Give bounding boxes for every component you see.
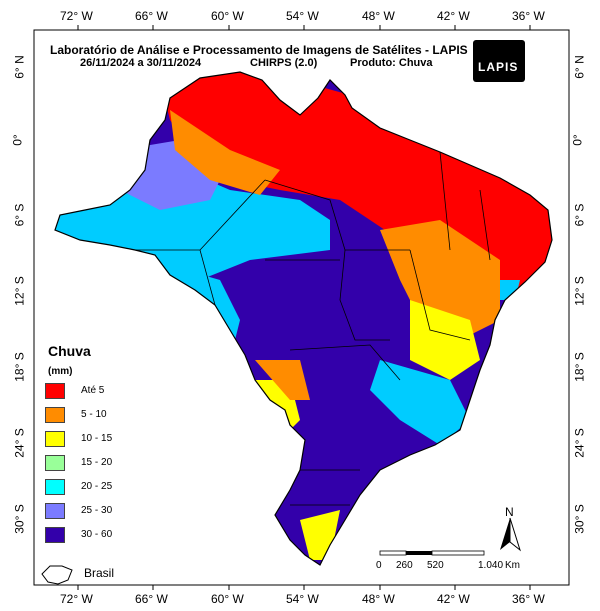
lon-label-top: 60° W <box>211 9 244 23</box>
lon-label-top: 36° W <box>512 9 545 23</box>
lat-label-left: 0° <box>10 134 25 146</box>
lon-label-bottom: 42° W <box>437 592 470 606</box>
scale-tick-label: 260 <box>396 560 413 571</box>
legend-label: 30 - 60 <box>81 529 113 540</box>
lon-label-top: 54° W <box>286 9 319 23</box>
legend-swatch <box>45 383 65 399</box>
product-label: Produto: Chuva <box>350 57 433 69</box>
lat-label-left: 12° S <box>12 276 27 306</box>
legend-label: 25 - 30 <box>81 505 113 516</box>
date-range: 26/11/2024 a 30/11/2024 <box>80 57 202 69</box>
lat-label-left: 18° S <box>12 352 27 382</box>
lat-label-right: 0° <box>570 134 585 146</box>
inset-label: Brasil <box>84 566 115 580</box>
scale-tick-label: 1.040 <box>478 560 504 571</box>
legend-label: Até 5 <box>81 385 105 396</box>
lat-label-left: 6° N <box>12 55 27 79</box>
lon-label-top: 42° W <box>437 9 470 23</box>
lon-label-top: 66° W <box>135 9 168 23</box>
lat-label-right: 24° S <box>572 428 587 458</box>
legend-label: 10 - 15 <box>81 433 113 444</box>
data-source: CHIRPS (2.0) <box>250 57 318 69</box>
lon-label-top: 72° W <box>60 9 93 23</box>
lat-label-left: 6° S <box>12 203 27 227</box>
north-arrow <box>500 517 521 552</box>
lat-label-right: 6° S <box>572 203 587 227</box>
scale-tick-label: 520 <box>427 560 444 571</box>
legend-unit: (mm) <box>48 366 73 377</box>
lon-label-bottom: 60° W <box>211 592 244 606</box>
north-label: N <box>505 505 514 519</box>
legend-swatch <box>45 455 65 471</box>
lat-label-right: 6° N <box>572 55 587 79</box>
lon-label-bottom: 72° W <box>60 592 93 606</box>
lon-label-bottom: 36° W <box>512 592 545 606</box>
legend-label: 5 - 10 <box>81 409 107 420</box>
lat-label-left: 30° S <box>12 504 27 534</box>
legend-swatch <box>45 527 65 543</box>
scale-tick-label: 0 <box>376 560 382 571</box>
logo-text: LAPIS <box>478 60 519 74</box>
legend-swatch <box>45 407 65 423</box>
scale-unit: Km <box>505 560 520 571</box>
brasil-inset-shape <box>41 565 73 585</box>
legend-title: Chuva <box>48 343 91 359</box>
scale-bar <box>379 550 485 556</box>
legend-label: 15 - 20 <box>81 457 113 468</box>
lat-label-right: 18° S <box>572 352 587 382</box>
legend-swatch <box>45 431 65 447</box>
legend-swatch <box>45 479 65 495</box>
lat-label-left: 24° S <box>12 428 27 458</box>
lon-label-bottom: 48° W <box>362 592 395 606</box>
map-title: Laboratório de Análise e Processamento d… <box>50 43 468 57</box>
lon-label-top: 48° W <box>362 9 395 23</box>
lapis-logo <box>473 40 525 82</box>
lat-label-right: 30° S <box>572 504 587 534</box>
legend-label: 20 - 25 <box>81 481 113 492</box>
lon-label-bottom: 66° W <box>135 592 168 606</box>
lon-label-bottom: 54° W <box>286 592 319 606</box>
legend-swatch <box>45 503 65 519</box>
lat-label-right: 12° S <box>572 276 587 306</box>
